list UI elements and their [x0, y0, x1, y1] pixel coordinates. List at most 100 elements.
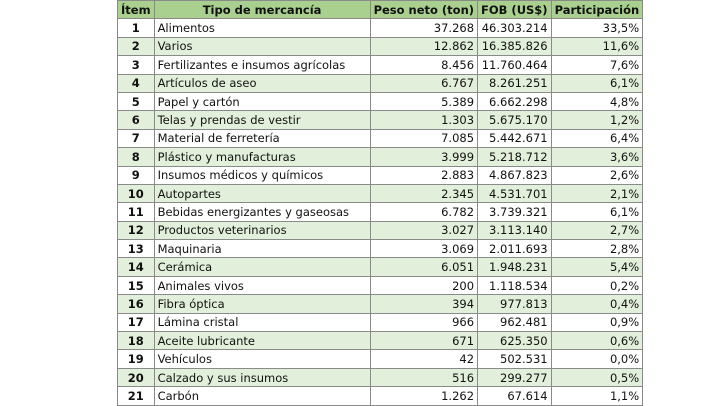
net-weight: 7.085 [369, 128, 479, 149]
net-weight: 671 [369, 331, 479, 351]
item-number: 7 [117, 128, 155, 149]
item-number: 9 [117, 165, 155, 185]
table-row: 1 Alimentos 37.268 46.303.214 33,5% [117, 18, 644, 38]
net-weight: 394 [369, 294, 479, 314]
net-weight: 966 [369, 312, 479, 333]
item-number: 21 [117, 386, 155, 406]
merchandise-type: Productos veterinarios [153, 220, 371, 241]
table-row: 16 Fibra óptica 394 977.813 0,4% [117, 294, 644, 314]
table-body: 1 Alimentos 37.268 46.303.214 33,5% 2 Varios 12… [117, 18, 644, 406]
merchandise-type: Cerámica [153, 257, 371, 277]
fob-value: 4.867.823 [477, 165, 552, 185]
item-number: 16 [117, 294, 155, 314]
header-cell: Peso neto (ton) [369, 0, 479, 20]
table-row: 15 Animales vivos 200 1.118.534 0,2% [117, 275, 644, 296]
share: 0,2% [550, 275, 644, 296]
item-number: 18 [117, 331, 155, 351]
fob-value: 625.350 [477, 331, 552, 351]
item-number: 1 [117, 18, 155, 38]
item-number: 13 [117, 239, 155, 259]
net-weight: 12.862 [369, 36, 479, 57]
table-row: 8 Plástico y manufacturas 3.999 5.218.712 3,… [117, 147, 644, 167]
share: 4,8% [550, 91, 644, 112]
share: 33,5% [550, 18, 644, 38]
table-row: 18 Aceite lubricante 671 625.350 0,6% [117, 331, 644, 351]
table-row: 11 Bebidas energizantes y gaseosas 6.782 3.… [117, 202, 644, 222]
fob-value: 1.948.231 [477, 257, 552, 277]
merchandise-type: Varios [153, 36, 371, 57]
fob-value: 3.739.321 [477, 202, 552, 222]
share: 1,2% [550, 110, 644, 130]
header-row: Ítem Tipo de mercancía Peso neto (ton) FOB … [117, 0, 644, 20]
table-row: 6 Telas y prendas de vestir 1.303 5.675.170… [117, 110, 644, 130]
table-row: 12 Productos veterinarios 3.027 3.113.140 2,… [117, 220, 644, 241]
net-weight: 516 [369, 367, 479, 388]
merchandise-type: Material de ferretería [153, 128, 371, 149]
table-row: 5 Papel y cartón 5.389 6.662.298 4,8% [117, 91, 644, 112]
share: 3,6% [550, 147, 644, 167]
share: 7,6% [550, 55, 644, 75]
fob-value: 502.531 [477, 349, 552, 369]
header-cell: Participación [550, 0, 644, 20]
share: 2,1% [550, 183, 644, 204]
merchandise-type: Plástico y manufacturas [153, 147, 371, 167]
net-weight: 6.782 [369, 202, 479, 222]
share: 1,1% [550, 386, 644, 406]
share: 0,0% [550, 349, 644, 369]
net-weight: 2.883 [369, 165, 479, 185]
table-row: 17 Lámina cristal 966 962.481 0,9% [117, 312, 644, 333]
fob-value: 4.531.701 [477, 183, 552, 204]
fob-value: 46.303.214 [477, 18, 552, 38]
table-row: 20 Calzado y sus insumos 516 299.277 0,5% [117, 367, 644, 388]
merchandise-type: Animales vivos [153, 275, 371, 296]
fob-value: 67.614 [477, 386, 552, 406]
table-row: 9 Insumos médicos y químicos 2.883 4.867.82… [117, 165, 644, 185]
table-row: 4 Artículos de aseo 6.767 8.261.251 6,1% [117, 73, 644, 93]
fob-value: 11.760.464 [477, 55, 552, 75]
share: 6,1% [550, 73, 644, 93]
fob-value: 962.481 [477, 312, 552, 333]
share: 2,8% [550, 239, 644, 259]
item-number: 5 [117, 91, 155, 112]
fob-value: 5.218.712 [477, 147, 552, 167]
merchandise-type: Bebidas energizantes y gaseosas [153, 202, 371, 222]
fob-value: 6.662.298 [477, 91, 552, 112]
item-number: 6 [117, 110, 155, 130]
merchandise-type: Papel y cartón [153, 91, 371, 112]
item-number: 8 [117, 147, 155, 167]
merchandise-table: Ítem Tipo de mercancía Peso neto (ton) FOB … [117, 0, 644, 406]
item-number: 15 [117, 275, 155, 296]
fob-value: 5.442.671 [477, 128, 552, 149]
item-number: 2 [117, 36, 155, 57]
merchandise-type: Autopartes [153, 183, 371, 204]
net-weight: 1.303 [369, 110, 479, 130]
fob-value: 5.675.170 [477, 110, 552, 130]
merchandise-type: Lámina cristal [153, 312, 371, 333]
item-number: 20 [117, 367, 155, 388]
table-row: 13 Maquinaria 3.069 2.011.693 2,8% [117, 239, 644, 259]
net-weight: 6.767 [369, 73, 479, 93]
merchandise-type: Carbón [153, 386, 371, 406]
merchandise-type: Vehículos [153, 349, 371, 369]
net-weight: 3.069 [369, 239, 479, 259]
table-row: 3 Fertilizantes e insumos agrícolas 8.456 1… [117, 55, 644, 75]
share: 0,5% [550, 367, 644, 388]
fob-value: 1.118.534 [477, 275, 552, 296]
table-row: 21 Carbón 1.262 67.614 1,1% [117, 386, 644, 406]
fob-value: 8.261.251 [477, 73, 552, 93]
table-row: 7 Material de ferretería 7.085 5.442.671 6,4… [117, 128, 644, 149]
share: 6,4% [550, 128, 644, 149]
net-weight: 37.268 [369, 18, 479, 38]
net-weight: 1.262 [369, 386, 479, 406]
fob-value: 299.277 [477, 367, 552, 388]
net-weight: 2.345 [369, 183, 479, 204]
fob-value: 977.813 [477, 294, 552, 314]
item-number: 3 [117, 55, 155, 75]
share: 11,6% [550, 36, 644, 57]
item-number: 11 [117, 202, 155, 222]
merchandise-type: Alimentos [153, 18, 371, 38]
merchandise-type: Fibra óptica [153, 294, 371, 314]
item-number: 12 [117, 220, 155, 241]
net-weight: 200 [369, 275, 479, 296]
